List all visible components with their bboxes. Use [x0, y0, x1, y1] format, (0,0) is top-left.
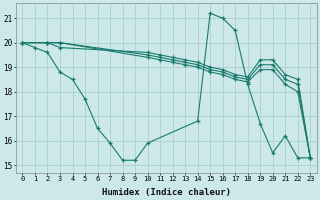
X-axis label: Humidex (Indice chaleur): Humidex (Indice chaleur)	[102, 188, 231, 197]
